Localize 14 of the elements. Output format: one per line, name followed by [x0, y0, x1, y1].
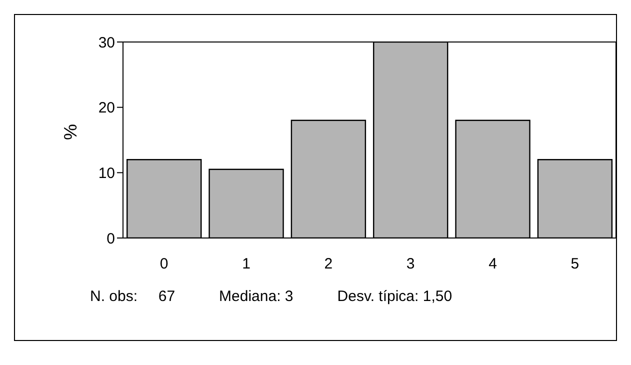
- x-tick-label: 3: [406, 256, 415, 273]
- x-tick-label: 5: [570, 256, 580, 273]
- text: N. obs: 67: [90, 288, 176, 305]
- y-axis-title: %: [60, 124, 80, 140]
- x-tick-label: 0: [160, 256, 168, 273]
- y-tick-label: 20: [98, 100, 115, 117]
- x-tick-label: 4: [488, 256, 497, 273]
- y-tick-label: 30: [98, 34, 115, 52]
- x-tick-label: 2: [324, 256, 333, 273]
- text: Mediana: 3: [219, 288, 294, 305]
- text: Desv. típica: 1,50: [337, 288, 452, 305]
- x-tick-label: 1: [242, 256, 250, 273]
- y-tick-label: 10: [98, 164, 115, 182]
- y-tick-label: 0: [106, 230, 115, 248]
